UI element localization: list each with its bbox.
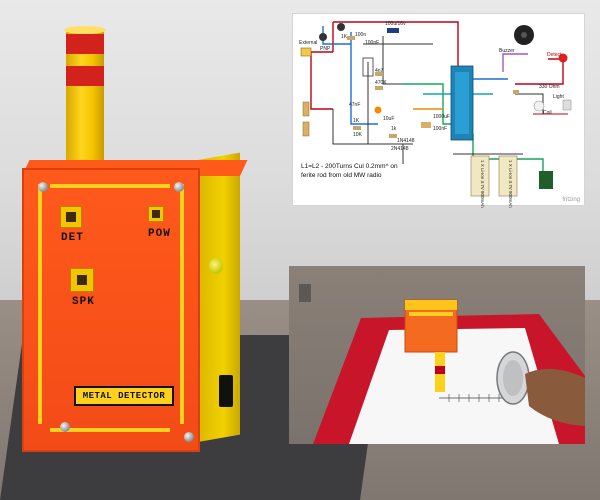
front-stripe-bottom — [50, 428, 170, 432]
label-1k-2: 1K — [353, 118, 360, 124]
front-stripe-left — [38, 184, 42, 424]
label-1k: 1K — [341, 34, 348, 40]
rod-cap — [64, 26, 106, 34]
label-external: External — [299, 40, 318, 46]
enclosure-front-panel: DET POW SPK — [22, 168, 200, 452]
nameplate: METAL DETECTOR — [74, 386, 174, 406]
screw-top-left — [38, 182, 48, 192]
label-1n4148: 1N4148 — [397, 138, 415, 144]
screw-bottom-left — [60, 422, 70, 432]
label-100u: 100u/16v — [385, 21, 406, 27]
front-stripe-top — [50, 184, 170, 188]
label-330: 330 Ohm — [539, 84, 560, 90]
test-photo-drawing — [299, 284, 585, 444]
label-coil: Coil — [543, 110, 552, 116]
pow-label: POW — [148, 228, 171, 240]
label-47nf: 47nF — [349, 102, 361, 108]
schematic-note-line2: ferite rod from old MW radio — [301, 172, 382, 179]
label-1k-bottom: 1k — [391, 126, 397, 132]
label-detect: Detect — [547, 52, 562, 58]
rod-red-band-top — [66, 34, 104, 54]
screw-top-right — [174, 182, 184, 192]
schematic-note: L1=L2 - 200Turns Cul 0.2mm^ on ferite ro… — [301, 162, 398, 180]
label-battery-2: 1 X Li-Ion 3.7V 800mAh — [508, 160, 513, 208]
schematic-note-line1: L1=L2 - 200Turns Cul 0.2mm^ on — [301, 163, 398, 170]
label-light: Light — [553, 94, 564, 100]
adjust-knob — [209, 258, 223, 274]
circuit-schematic-inset: External PNP 1K 100n 100nF 100u/16v Buzz… — [293, 14, 584, 208]
label-battery-1: 1 X Li-Ion 3.7V 800mAh — [480, 160, 485, 208]
rod-red-band-middle — [66, 66, 104, 86]
det-led-indicator — [60, 206, 82, 228]
label-100n-top: 100n — [355, 32, 367, 38]
front-stripe-right — [180, 184, 184, 424]
label-10uf: 10uF — [383, 116, 395, 122]
screw-bottom-right — [184, 432, 194, 442]
label-470k: 470K — [375, 80, 387, 86]
fritzing-credit: fritzing — [562, 197, 580, 203]
label-4n7: 4n7 — [375, 68, 384, 74]
label-1000uf: 1000uF — [433, 114, 450, 120]
label-100nf: 100nF — [365, 40, 380, 46]
speaker-grille — [70, 268, 94, 292]
spk-label: SPK — [72, 296, 95, 308]
power-switch — [219, 375, 233, 407]
test-photo-inset — [289, 266, 585, 444]
label-pnp: PNP — [320, 46, 331, 52]
pow-led-indicator — [148, 206, 164, 222]
label-10k: 10K — [353, 132, 362, 138]
label-100nf-2: 100nF — [433, 126, 448, 132]
det-label: DET — [61, 232, 84, 244]
schematic-drawing — [300, 21, 572, 197]
search-rod — [66, 28, 104, 170]
label-buzzer: Buzzer — [499, 48, 515, 54]
label-2n4148: 2N4148 — [391, 146, 409, 152]
